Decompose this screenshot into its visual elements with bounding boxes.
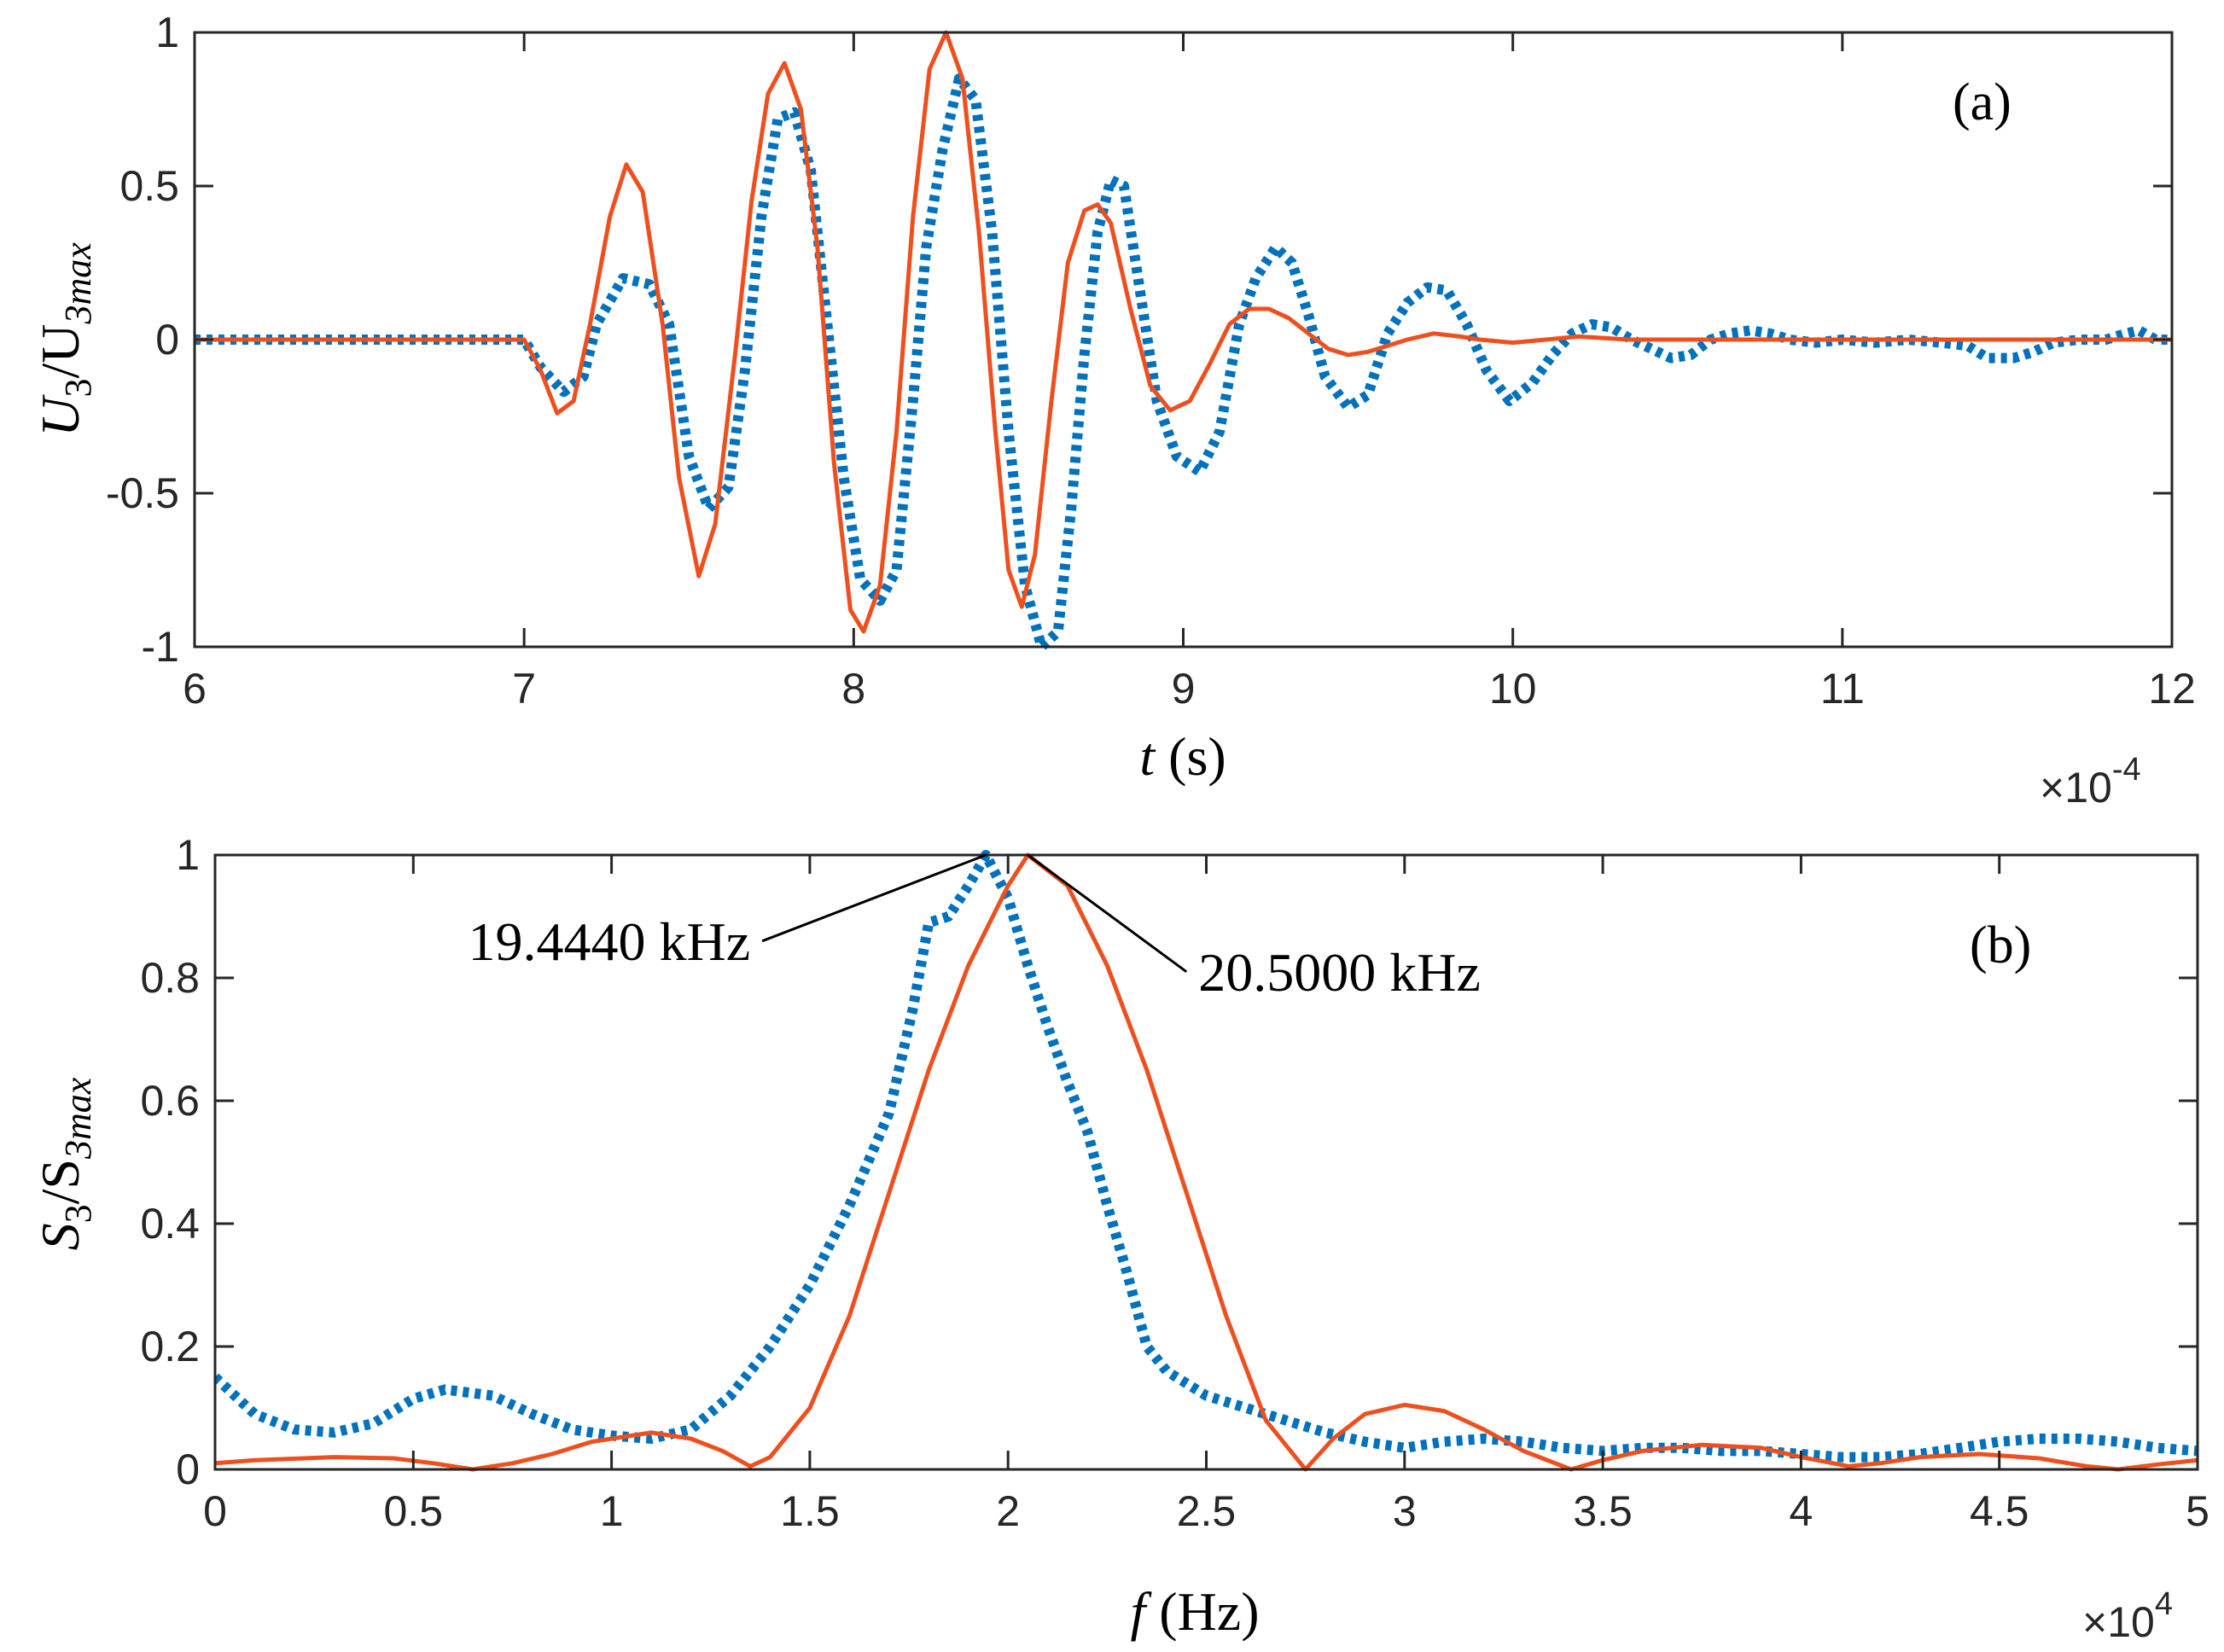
y-axis-label: U3/U3max: [30, 242, 99, 437]
x-tick-label: 1.5: [780, 1487, 840, 1535]
y-tick-label: 0.6: [140, 1077, 200, 1125]
panel-label: (b): [1970, 916, 2031, 974]
x-tick-label: 7: [512, 665, 536, 713]
y-tick-label: 0: [155, 316, 179, 364]
axis-exponent-label: ×104: [2082, 1586, 2173, 1646]
y-tick-label: 0: [176, 1446, 200, 1493]
y-tick-label: -0.5: [106, 469, 179, 517]
panel-b: 0 0.5 1 1.5 2 2.5 3 3.5 4 4.5 5 0 0.2 0.4 0.6 0.8 1 (b) f …: [30, 831, 2209, 1646]
x-tick-label: 2: [996, 1487, 1020, 1535]
y-tick-label: 0.8: [140, 954, 200, 1002]
x-tick-label: 10: [1489, 665, 1537, 713]
x-tick-label: 3: [1393, 1487, 1417, 1535]
axis-exponent-label: ×10-4: [2040, 752, 2141, 811]
annotation-leader-line: [1027, 853, 1188, 974]
x-tick-label: 9: [1172, 665, 1196, 713]
x-tick-label: 4: [1789, 1487, 1813, 1535]
y-tick-label: 1: [176, 831, 200, 879]
x-tick-label: 6: [183, 665, 207, 713]
annotation-leader-line: [761, 853, 987, 943]
x-tick-label: 8: [841, 665, 865, 713]
peak-frequency-annotation: 19.4440 kHz: [469, 911, 751, 972]
y-tick-label: 0.2: [140, 1323, 200, 1370]
y-tick-label: 0.5: [119, 162, 179, 210]
x-axis-label: t (s): [1139, 726, 1226, 787]
y-tick-label: 0.4: [140, 1200, 200, 1248]
series-line-solid: [215, 852, 2198, 1472]
x-tick-label: 2.5: [1177, 1487, 1237, 1535]
x-tick-label: 12: [2148, 665, 2196, 713]
y-tick-label: -1: [142, 623, 179, 671]
x-tick-label: 4.5: [1970, 1487, 2029, 1535]
y-axis-label: S3/S3max: [30, 1077, 99, 1250]
panel-a: 6 7 8 9 10 11 12 -1 -0.5 0 0.5 1 (a) t (s) U3/U3max ×10…: [30, 9, 2196, 811]
y-tick-label: 1: [155, 9, 179, 56]
series-line-dotted: [215, 850, 2198, 1463]
panel-label: (a): [1953, 73, 2011, 131]
x-tick-label: 11: [1820, 665, 1865, 713]
series-line-dotted: [195, 73, 2172, 652]
x-tick-label: 5: [2186, 1487, 2209, 1535]
x-axis-label: f (Hz): [1130, 1581, 1259, 1642]
x-tick-label: 1: [600, 1487, 624, 1535]
series-line-solid: [195, 30, 2172, 634]
x-tick-label: 3.5: [1573, 1487, 1633, 1535]
x-tick-label: 0: [203, 1487, 227, 1535]
peak-frequency-annotation: 20.5000 kHz: [1198, 942, 1481, 1003]
x-tick-label: 0.5: [384, 1487, 444, 1535]
